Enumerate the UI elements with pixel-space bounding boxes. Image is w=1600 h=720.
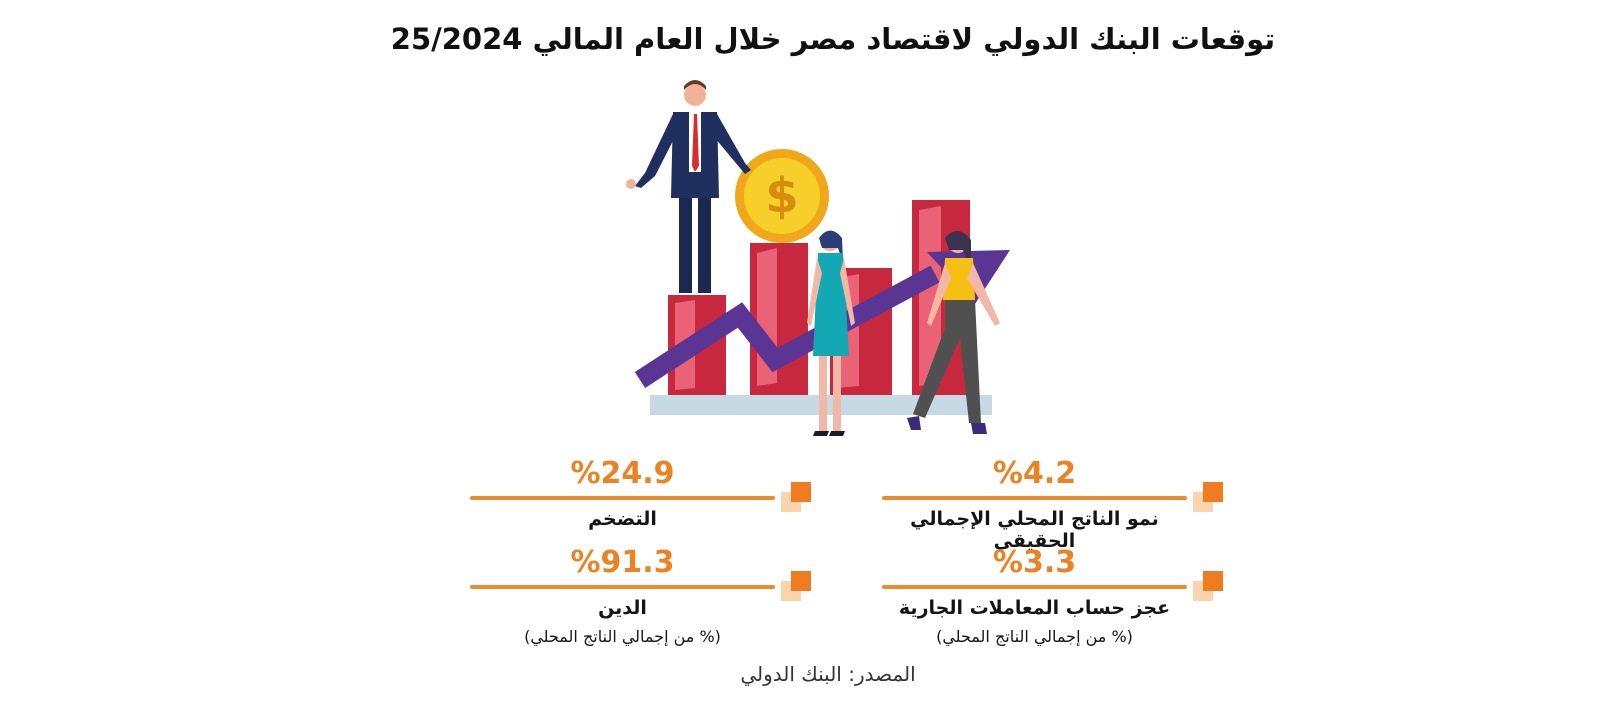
- stat-label: التضخم: [588, 508, 657, 530]
- stat-value: %4.2: [992, 456, 1077, 491]
- stat-value: %3.3: [992, 545, 1077, 580]
- stat-divider: [470, 585, 775, 589]
- square-bullet-icon: [1193, 482, 1229, 514]
- stat-debt: %91.3 الدين (% من إجمالي الناتج المحلي): [470, 545, 830, 665]
- stat-value: %24.9: [570, 456, 675, 491]
- stat-divider: [470, 496, 775, 500]
- square-bullet-icon: [1193, 571, 1229, 603]
- stat-sublabel: (% من إجمالي الناتج المحلي): [524, 627, 721, 646]
- stat-current-account-deficit: %3.3 عجز حساب المعاملات الجارية (% من إج…: [882, 545, 1242, 665]
- stat-label: نمو الناتج المحلي الإجمالي الحقيقي: [910, 508, 1159, 552]
- stat-divider: [882, 496, 1187, 500]
- woman-yellow-top-icon: [907, 230, 1000, 434]
- stat-label: عجز حساب المعاملات الجارية: [898, 597, 1171, 619]
- square-bullet-icon: [781, 482, 817, 514]
- page-title: توقعات البنك الدولي لاقتصاد مصر خلال الع…: [390, 22, 1276, 56]
- businessman-icon: [626, 80, 751, 293]
- stat-divider: [882, 585, 1187, 589]
- stat-sublabel: (% من إجمالي الناتج المحلي): [936, 627, 1133, 646]
- stat-label: الدين: [598, 597, 647, 619]
- stat-gdp-growth: %4.2 نمو الناتج المحلي الإجمالي الحقيقي: [882, 456, 1242, 576]
- svg-text:$: $: [765, 168, 798, 224]
- square-bullet-icon: [781, 571, 817, 603]
- stat-inflation: %24.9 التضخم: [470, 456, 830, 576]
- source-note: المصدر: البنك الدولي: [740, 662, 916, 686]
- dollar-coin-icon: $: [735, 149, 829, 243]
- woman-teal-dress-icon: [807, 230, 855, 436]
- stat-value: %91.3: [570, 545, 675, 580]
- economy-illustration: $: [626, 80, 1010, 436]
